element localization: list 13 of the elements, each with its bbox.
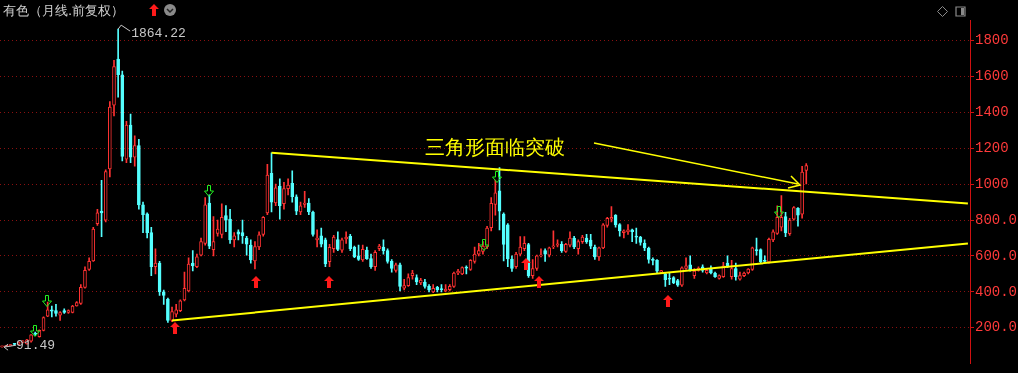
y-tick-label: 1000 — [975, 175, 1009, 192]
annotation: 1864.22 — [131, 25, 186, 41]
y-tick-label: 1200 — [975, 139, 1009, 156]
y-tick-label: 1400 — [975, 104, 1009, 121]
annotation: 三角形面临突破 — [425, 134, 565, 161]
y-tick-label: 600.0 — [975, 247, 1018, 264]
y-tick-label: 400.0 — [975, 283, 1018, 300]
annotation: 91.49 — [16, 337, 56, 353]
y-tick-label: 1800 — [975, 32, 1009, 49]
y-tick-label: 800.0 — [975, 211, 1018, 228]
y-tick-label: 1600 — [975, 68, 1009, 85]
y-tick-label: 200.0 — [975, 319, 1018, 336]
chart-title: 有色（月线.前复权） — [3, 2, 125, 20]
